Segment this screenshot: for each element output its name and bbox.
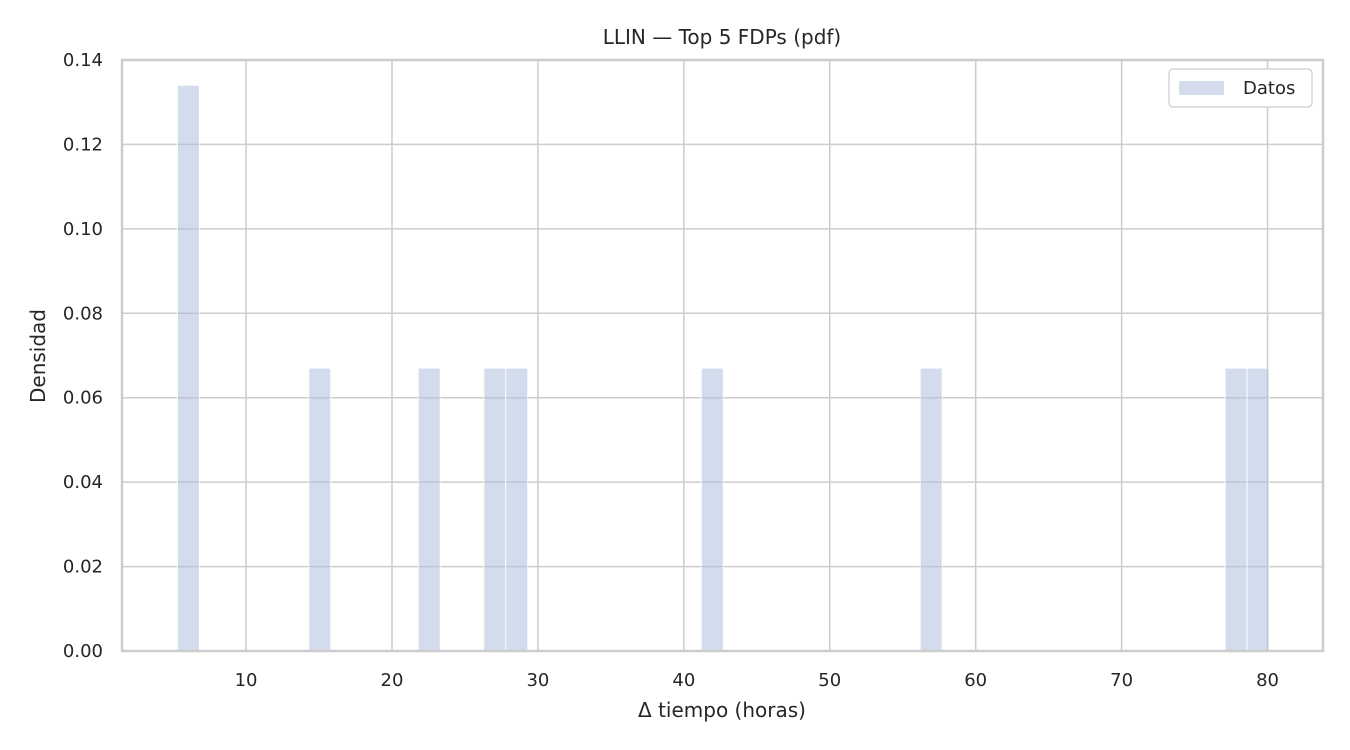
bars (177, 84, 1270, 652)
y-tick-label: 0.02 (63, 557, 103, 578)
x-tick-label: 70 (1110, 670, 1133, 691)
histogram-bar (700, 367, 724, 652)
y-tick-label: 0.14 (63, 50, 103, 71)
x-tick-label: 40 (672, 670, 695, 691)
x-tick-label: 30 (526, 670, 549, 691)
y-tick-label: 0.10 (63, 219, 103, 240)
x-tick-label: 10 (235, 670, 258, 691)
y-tick-label: 0.06 (63, 388, 103, 409)
histogram-bar (177, 84, 200, 652)
histogram-bar (417, 367, 441, 652)
legend-box (1168, 68, 1313, 108)
x-tick-labels: 10 20 30 40 50 60 70 80 (235, 670, 1279, 691)
y-tick-label: 0.12 (63, 134, 103, 155)
histogram-bar (919, 367, 943, 652)
y-axis-label: Densidad (26, 309, 50, 403)
y-tick-label: 0.08 (63, 303, 103, 324)
x-tick-label: 60 (964, 670, 987, 691)
histogram-bar (308, 367, 332, 652)
x-tick-label: 80 (1256, 670, 1279, 691)
histogram-bar (505, 367, 529, 652)
x-tick-label: 20 (381, 670, 404, 691)
legend-swatch (1179, 81, 1224, 95)
y-tick-label: 0.00 (63, 641, 103, 662)
histogram-bar (1224, 367, 1248, 652)
y-tick-label: 0.04 (63, 472, 103, 493)
histogram-bar (483, 367, 507, 652)
histogram-bar (1246, 367, 1270, 652)
legend: Datos (1168, 68, 1313, 108)
x-axis-label: Δ tiempo (horas) (638, 698, 806, 722)
legend-label: Datos (1243, 78, 1295, 99)
y-tick-labels: 0.00 0.02 0.04 0.06 0.08 0.10 0.12 0.14 (63, 50, 103, 662)
plot-frame (120, 58, 1325, 653)
x-tick-label: 50 (818, 670, 841, 691)
chart-title: LLIN — Top 5 FDPs (pdf) (603, 25, 841, 49)
